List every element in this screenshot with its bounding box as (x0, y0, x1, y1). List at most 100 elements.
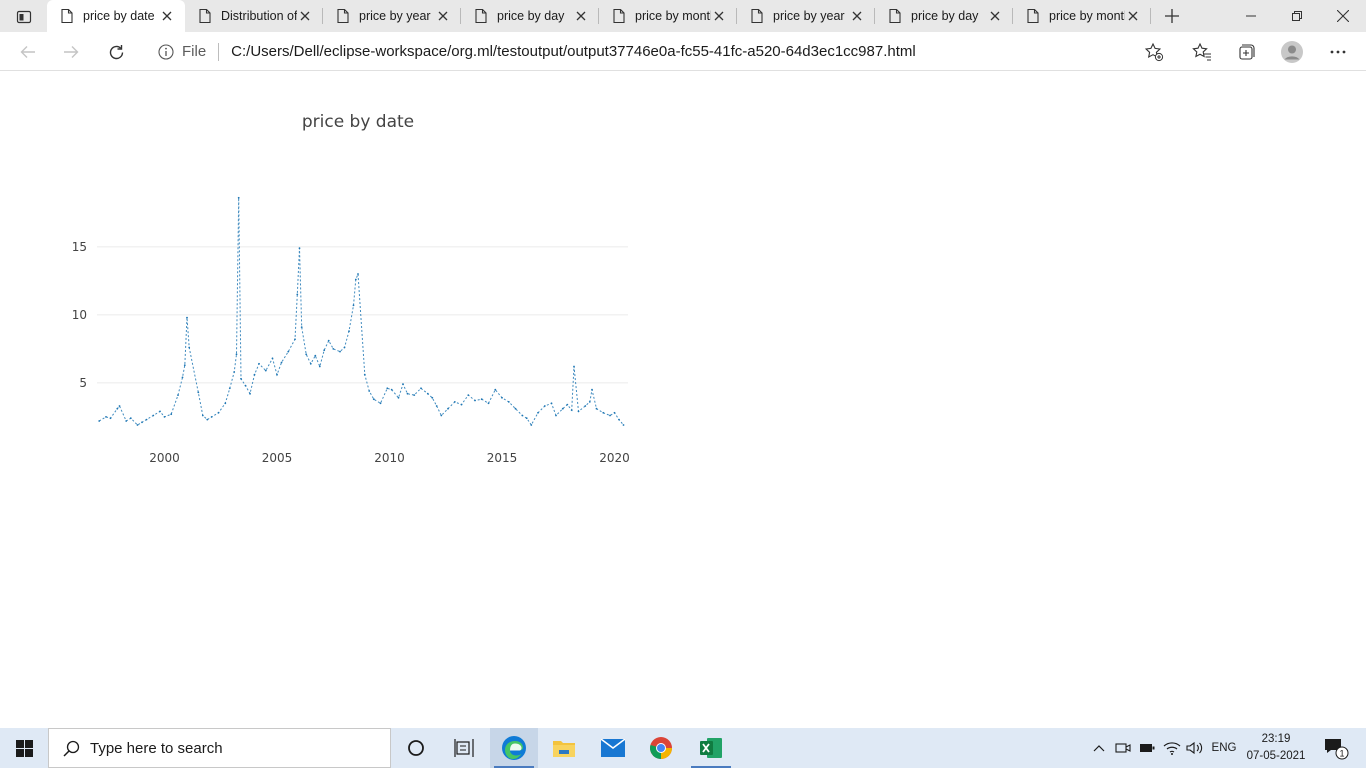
close-tab-icon[interactable] (435, 8, 451, 24)
edge-taskbar-button[interactable] (490, 728, 538, 768)
price-data-point (188, 346, 191, 349)
mail-envelope-icon (601, 739, 625, 757)
tab-price-by-month[interactable]: price by month (599, 0, 737, 32)
price-data-point (105, 416, 107, 418)
price-data-point (116, 407, 119, 410)
mail-button[interactable] (589, 728, 637, 768)
close-tab-icon[interactable] (987, 8, 1003, 24)
video-camera-icon (1115, 743, 1131, 753)
price-data-point (163, 416, 166, 418)
info-icon[interactable] (157, 43, 175, 61)
price-data-point (357, 273, 359, 275)
site-scheme-label[interactable]: File (182, 43, 207, 60)
collections-icon (1239, 44, 1255, 60)
tab-price-by-day-2[interactable]: price by day (875, 0, 1013, 32)
price-data-point (323, 349, 326, 352)
task-view-button[interactable] (440, 728, 488, 768)
price-data-point (402, 383, 404, 386)
price-data-point (618, 418, 620, 421)
price-data-point (314, 354, 317, 357)
back-button[interactable] (14, 38, 42, 66)
close-tab-icon[interactable] (573, 8, 589, 24)
excel-button[interactable] (687, 728, 735, 768)
favorites-button[interactable] (1188, 38, 1216, 66)
tab-price-by-date[interactable]: price by date (47, 0, 185, 32)
x-tick-label: 2005 (262, 451, 293, 465)
price-data-point (386, 387, 389, 390)
price-data-point (537, 411, 539, 414)
forward-arrow-icon (64, 46, 79, 58)
minimize-button[interactable] (1228, 0, 1274, 32)
close-tab-icon[interactable] (1125, 8, 1141, 24)
price-data-point (588, 401, 591, 403)
page-icon (335, 8, 351, 24)
start-button[interactable] (0, 728, 48, 768)
close-tab-icon[interactable] (849, 8, 865, 24)
close-tab-icon[interactable] (711, 8, 727, 24)
price-data-point (550, 402, 553, 405)
price-data-point (406, 392, 409, 395)
language-label: ENG (1211, 742, 1237, 754)
tab-separator (736, 8, 737, 24)
price-data-point (186, 316, 188, 319)
taskbar-search-box[interactable]: Type here to search (48, 728, 391, 768)
refresh-button[interactable] (102, 38, 130, 66)
page-icon (59, 8, 75, 24)
language-indicator[interactable]: ENG (1208, 728, 1240, 768)
price-data-point (210, 416, 213, 418)
collections-button[interactable] (1232, 38, 1260, 66)
network-button[interactable] (1160, 728, 1184, 768)
price-data-point (352, 304, 355, 307)
price-data-point (487, 402, 490, 405)
action-center-button[interactable]: 1 (1318, 728, 1354, 768)
settings-more-button[interactable] (1324, 38, 1352, 66)
cortana-button[interactable] (392, 728, 440, 768)
close-tab-icon[interactable] (159, 8, 175, 24)
tab-price-by-day[interactable]: price by day (461, 0, 599, 32)
price-by-date-chart[interactable]: 5 10 15 2000 2005 2010 2015 2020 (0, 72, 700, 492)
battery-button[interactable] (1136, 728, 1158, 768)
add-favorite-button[interactable] (1140, 38, 1168, 66)
new-tab-button[interactable] (1160, 5, 1184, 27)
tab-label: price by month (635, 9, 711, 23)
volume-button[interactable] (1184, 728, 1206, 768)
tab-separator (874, 8, 875, 24)
tab-label: price by year (359, 9, 431, 23)
tab-separator (1012, 8, 1013, 24)
address-bar[interactable]: File C:/Users/Dell/eclipse-workspace/org… (145, 36, 1175, 67)
price-data-point (233, 371, 236, 373)
tab-price-by-year[interactable]: price by year (323, 0, 461, 32)
close-window-button[interactable] (1320, 0, 1366, 32)
meet-now-button[interactable] (1112, 728, 1134, 768)
price-data-point (440, 414, 443, 417)
restore-icon (1292, 11, 1302, 21)
notification-count: 1 (1339, 749, 1344, 759)
show-hidden-icons-button[interactable] (1088, 728, 1110, 768)
url-text[interactable]: C:/Users/Dell/eclipse-workspace/org.ml/t… (231, 43, 916, 60)
profile-button[interactable] (1278, 38, 1306, 66)
tab-price-by-year-2[interactable]: price by year (737, 0, 875, 32)
close-tab-icon[interactable] (297, 8, 313, 24)
price-data-point (318, 365, 321, 368)
price-data-point (244, 384, 247, 387)
tab-price-by-month-2[interactable]: price by month (1013, 0, 1151, 32)
price-data-point (224, 402, 227, 405)
restore-button[interactable] (1274, 0, 1320, 32)
tab-distribution[interactable]: Distribution of (185, 0, 323, 32)
price-data-point (253, 373, 256, 376)
price-data-point (613, 411, 616, 414)
price-data-point (521, 414, 524, 417)
file-explorer-button[interactable] (540, 728, 588, 768)
clock[interactable]: 23:19 07-05-2021 (1244, 731, 1308, 765)
price-data-point (309, 362, 312, 365)
tab-actions-menu-button[interactable] (8, 6, 40, 28)
forward-button[interactable] (57, 38, 85, 66)
price-data-point (159, 410, 161, 413)
price-data-point (573, 365, 575, 368)
chrome-button[interactable] (637, 728, 685, 768)
search-placeholder: Type here to search (90, 739, 223, 757)
price-data-point (494, 388, 497, 391)
price-data-point (332, 348, 335, 350)
price-data-point (296, 293, 299, 296)
address-divider (218, 42, 220, 61)
